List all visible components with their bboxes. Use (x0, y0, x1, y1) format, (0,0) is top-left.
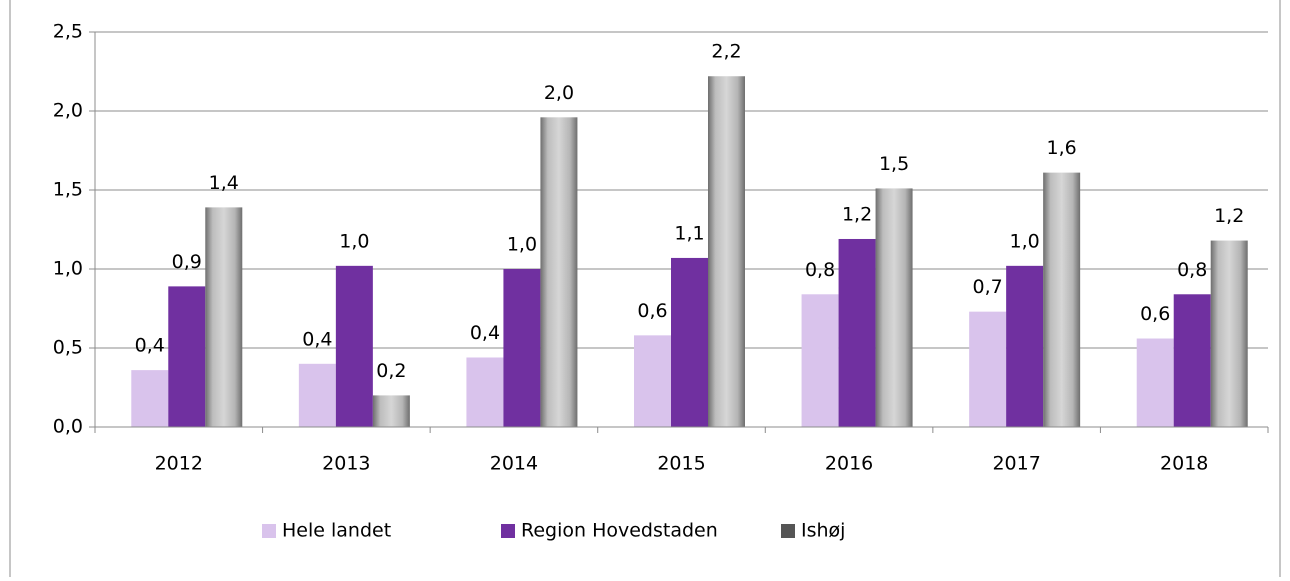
legend-swatch (262, 524, 276, 538)
value-label: 0,4 (302, 328, 332, 350)
value-label: 1,6 (1047, 137, 1077, 159)
bar (503, 269, 541, 427)
value-label: 0,4 (470, 322, 500, 344)
legend-swatch (501, 524, 515, 538)
legend-swatch (781, 524, 795, 538)
y-tick-label: 1,5 (53, 179, 83, 201)
bar (466, 357, 504, 427)
y-tick-label: 1,0 (53, 258, 83, 280)
bar (671, 257, 708, 427)
bar (540, 117, 578, 427)
bar (298, 363, 336, 427)
value-label: 0,8 (1177, 259, 1207, 281)
value-label: 1,2 (842, 203, 872, 225)
bar (335, 265, 373, 427)
bar (1173, 294, 1211, 427)
value-label: 0,9 (172, 251, 202, 273)
value-label: 1,5 (879, 153, 909, 175)
value-label: 1,0 (339, 230, 369, 252)
bar (1210, 240, 1248, 427)
bar (969, 311, 1007, 427)
y-tick-label: 2,0 (53, 100, 83, 122)
bar (205, 207, 243, 427)
bar (372, 395, 410, 427)
value-label: 2,0 (544, 82, 574, 104)
x-tick-label: 2014 (490, 453, 538, 475)
bar (875, 188, 913, 427)
value-label: 1,4 (209, 172, 239, 194)
bar (1136, 338, 1174, 427)
value-label: 0,6 (1140, 303, 1170, 325)
value-label: 1,2 (1214, 205, 1244, 227)
bar (708, 76, 745, 428)
value-label: 1,0 (507, 234, 537, 256)
value-label: 1,0 (1010, 230, 1040, 252)
x-tick-label: 2016 (825, 453, 873, 475)
y-tick-label: 2,5 (53, 21, 83, 43)
value-label: 0,6 (637, 300, 667, 322)
legend-label: Hele landet (282, 520, 391, 542)
value-label: 2,2 (711, 41, 741, 63)
bar (131, 370, 169, 427)
y-tick-label: 0,5 (53, 337, 83, 359)
bar (1043, 172, 1081, 427)
y-tick-label: 0,0 (53, 416, 83, 438)
value-label: 1,1 (674, 222, 704, 244)
bar (168, 286, 206, 427)
bar (634, 335, 671, 427)
legend-label: Region Hovedstaden (521, 520, 718, 542)
value-label: 0,7 (973, 276, 1003, 298)
x-tick-label: 2018 (1160, 453, 1208, 475)
x-tick-label: 2015 (657, 453, 705, 475)
x-tick-label: 2013 (322, 453, 370, 475)
x-tick-label: 2017 (992, 453, 1040, 475)
value-label: 0,8 (805, 259, 835, 281)
bar (838, 238, 876, 427)
x-tick-label: 2012 (155, 453, 203, 475)
legend-label: Ishøj (801, 520, 845, 542)
bar (801, 294, 839, 427)
bar (1006, 265, 1044, 427)
value-label: 0,2 (376, 360, 406, 382)
value-label: 0,4 (135, 335, 165, 357)
